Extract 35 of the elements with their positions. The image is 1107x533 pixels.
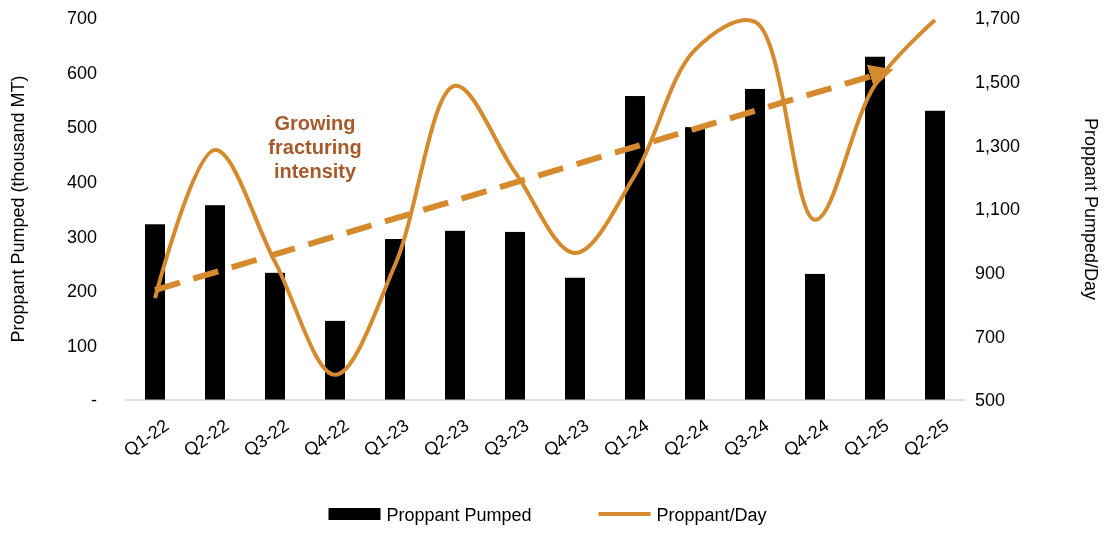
- y-tick-label: 300: [66, 226, 97, 247]
- annotation: Growing fracturing intensity: [268, 112, 362, 182]
- bar: [925, 110, 945, 400]
- bar: [325, 320, 345, 400]
- bar: [205, 205, 225, 400]
- bar: [145, 224, 165, 400]
- bar: [745, 88, 765, 400]
- bar: [805, 273, 825, 400]
- y2-tick-label: 1,700: [975, 8, 1021, 29]
- line-series: [153, 17, 937, 377]
- bar: [265, 272, 285, 400]
- y-tick-label: 100: [66, 335, 97, 356]
- y2-tick-label: 900: [975, 262, 1006, 283]
- y-tick-label: 400: [66, 172, 97, 193]
- y2-tick-label: 1,300: [975, 135, 1021, 156]
- y2-axis-title: Proppant Pumped/Day: [1081, 117, 1101, 301]
- legend-label: Proppant/Day: [656, 505, 767, 525]
- bar: [625, 96, 645, 400]
- bar: [865, 56, 885, 400]
- y2-tick-label: 700: [975, 326, 1006, 347]
- bar: [505, 231, 525, 400]
- y-tick-label: 600: [66, 62, 97, 83]
- y-tick-label: 500: [66, 117, 97, 138]
- bar: [445, 230, 465, 400]
- y2-tick-label: 1,100: [975, 199, 1021, 220]
- y-tick-label: 700: [66, 8, 97, 29]
- y2-tick-label: 1,500: [975, 71, 1021, 92]
- bar: [565, 277, 585, 400]
- y-tick-label: 200: [66, 281, 97, 302]
- y-axis-title: Proppant Pumped (thousand MT): [8, 75, 28, 343]
- bar: [685, 127, 705, 400]
- y-tick-label: -: [91, 390, 97, 411]
- y2-tick-label: 500: [975, 390, 1006, 411]
- bar: [385, 239, 405, 400]
- legend-label: Proppant Pumped: [386, 505, 532, 525]
